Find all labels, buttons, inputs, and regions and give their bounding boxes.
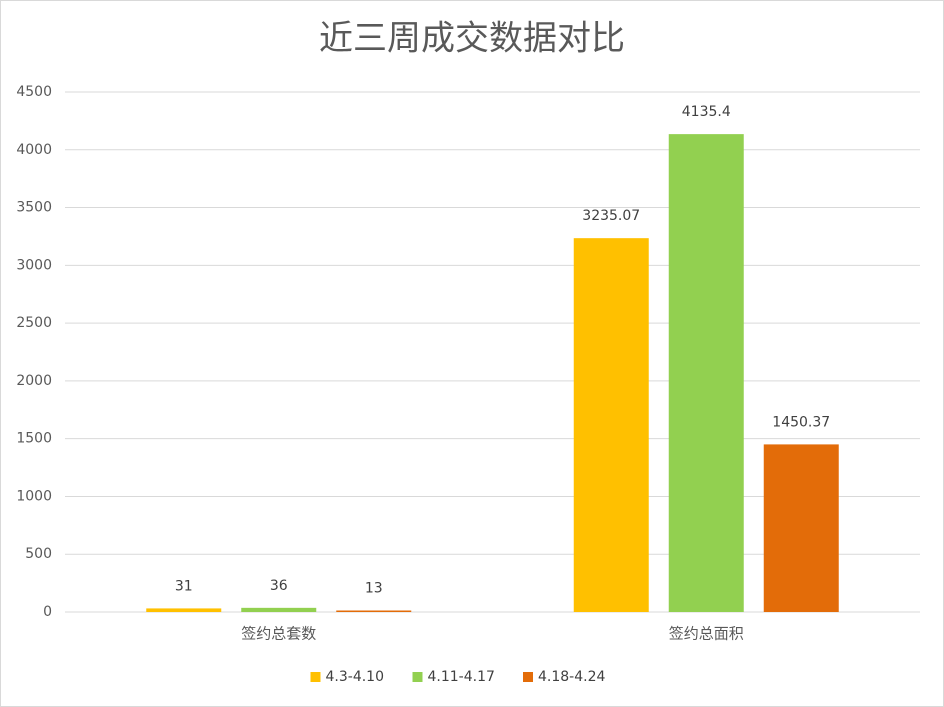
bar xyxy=(763,444,839,612)
y-tick-label: 4500 xyxy=(16,84,52,100)
bar xyxy=(146,608,222,612)
y-tick-label: 4000 xyxy=(16,142,52,158)
data-label: 36 xyxy=(270,578,288,594)
data-label: 4135.4 xyxy=(682,104,731,120)
legend-label: 4.3-4.10 xyxy=(326,669,385,685)
data-label: 31 xyxy=(175,578,193,594)
y-tick-label: 2000 xyxy=(16,373,52,389)
legend-label: 4.11-4.17 xyxy=(428,669,495,685)
data-label: 13 xyxy=(365,580,383,596)
bar xyxy=(336,610,412,612)
data-label: 1450.37 xyxy=(772,414,830,430)
y-tick-label: 500 xyxy=(25,546,52,562)
y-tick-label: 2500 xyxy=(16,315,52,331)
y-tick-label: 3500 xyxy=(16,200,52,216)
y-tick-label: 1500 xyxy=(16,431,52,447)
x-tick-label: 签约总面积 xyxy=(669,625,744,643)
bar xyxy=(241,607,317,612)
legend-label: 4.18-4.24 xyxy=(538,669,605,685)
x-tick-label: 签约总套数 xyxy=(241,625,316,643)
y-tick-label: 3000 xyxy=(16,257,52,273)
legend-swatch xyxy=(523,672,533,682)
chart-title: 近三周成交数据对比 xyxy=(319,19,625,59)
bar xyxy=(573,238,649,613)
legend-swatch xyxy=(310,672,321,682)
data-label: 3235.07 xyxy=(582,208,640,224)
bar xyxy=(668,134,744,612)
y-tick-label: 1000 xyxy=(16,488,52,504)
legend-swatch xyxy=(412,672,423,682)
y-tick-label: 0 xyxy=(43,604,52,620)
